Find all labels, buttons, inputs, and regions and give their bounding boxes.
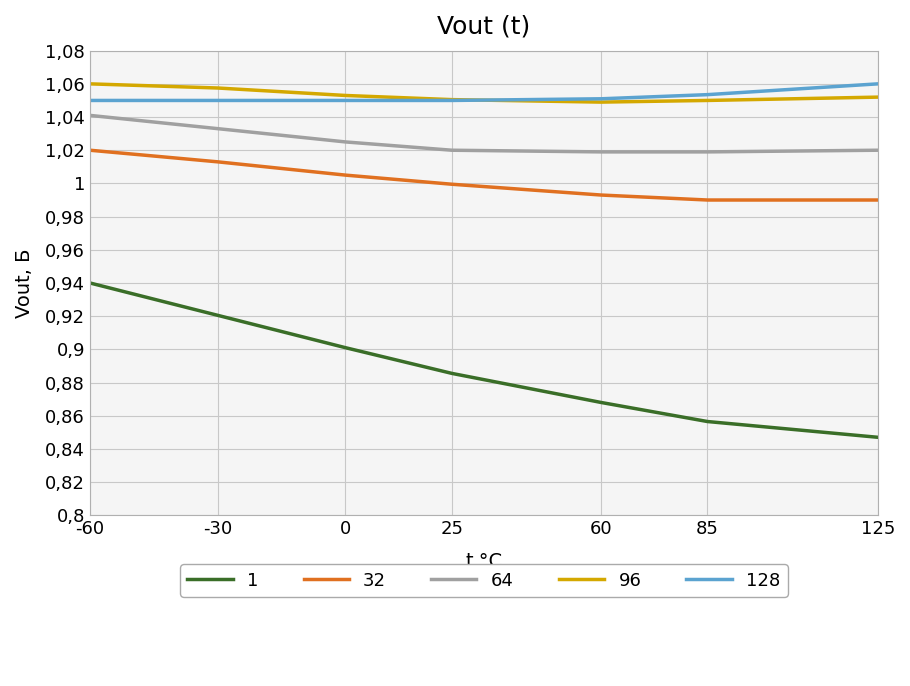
1 — [212, 311, 223, 320]
X-axis label: t,°C: t,°C — [465, 552, 502, 571]
1 — [447, 369, 458, 377]
128 — [447, 96, 458, 104]
32 — [447, 180, 458, 189]
1 — [702, 417, 713, 425]
Legend: 1, 32, 64, 96, 128: 1, 32, 64, 96, 128 — [180, 565, 787, 597]
32 — [340, 171, 351, 179]
Y-axis label: Vout, Б: Vout, Б — [15, 248, 34, 318]
64 — [340, 138, 351, 146]
32 — [212, 158, 223, 166]
32 — [702, 196, 713, 204]
1 — [595, 399, 606, 407]
1 — [85, 279, 96, 287]
64 — [85, 111, 96, 119]
96 — [85, 80, 96, 88]
32 — [85, 146, 96, 154]
128 — [595, 95, 606, 103]
32 — [595, 191, 606, 199]
32 — [873, 196, 884, 204]
96 — [595, 98, 606, 106]
128 — [702, 91, 713, 99]
Line: 96: 96 — [90, 84, 878, 102]
Line: 128: 128 — [90, 84, 878, 100]
64 — [873, 146, 884, 154]
128 — [340, 96, 351, 104]
96 — [212, 84, 223, 92]
64 — [212, 125, 223, 133]
128 — [873, 80, 884, 88]
96 — [702, 96, 713, 104]
96 — [873, 93, 884, 102]
96 — [447, 95, 458, 104]
64 — [595, 147, 606, 156]
64 — [702, 147, 713, 156]
Title: Vout (t): Vout (t) — [438, 15, 531, 39]
96 — [340, 91, 351, 99]
1 — [340, 344, 351, 352]
128 — [212, 96, 223, 104]
128 — [85, 96, 96, 104]
Line: 32: 32 — [90, 150, 878, 200]
Line: 64: 64 — [90, 115, 878, 152]
64 — [447, 146, 458, 154]
Line: 1: 1 — [90, 283, 878, 437]
1 — [873, 433, 884, 441]
